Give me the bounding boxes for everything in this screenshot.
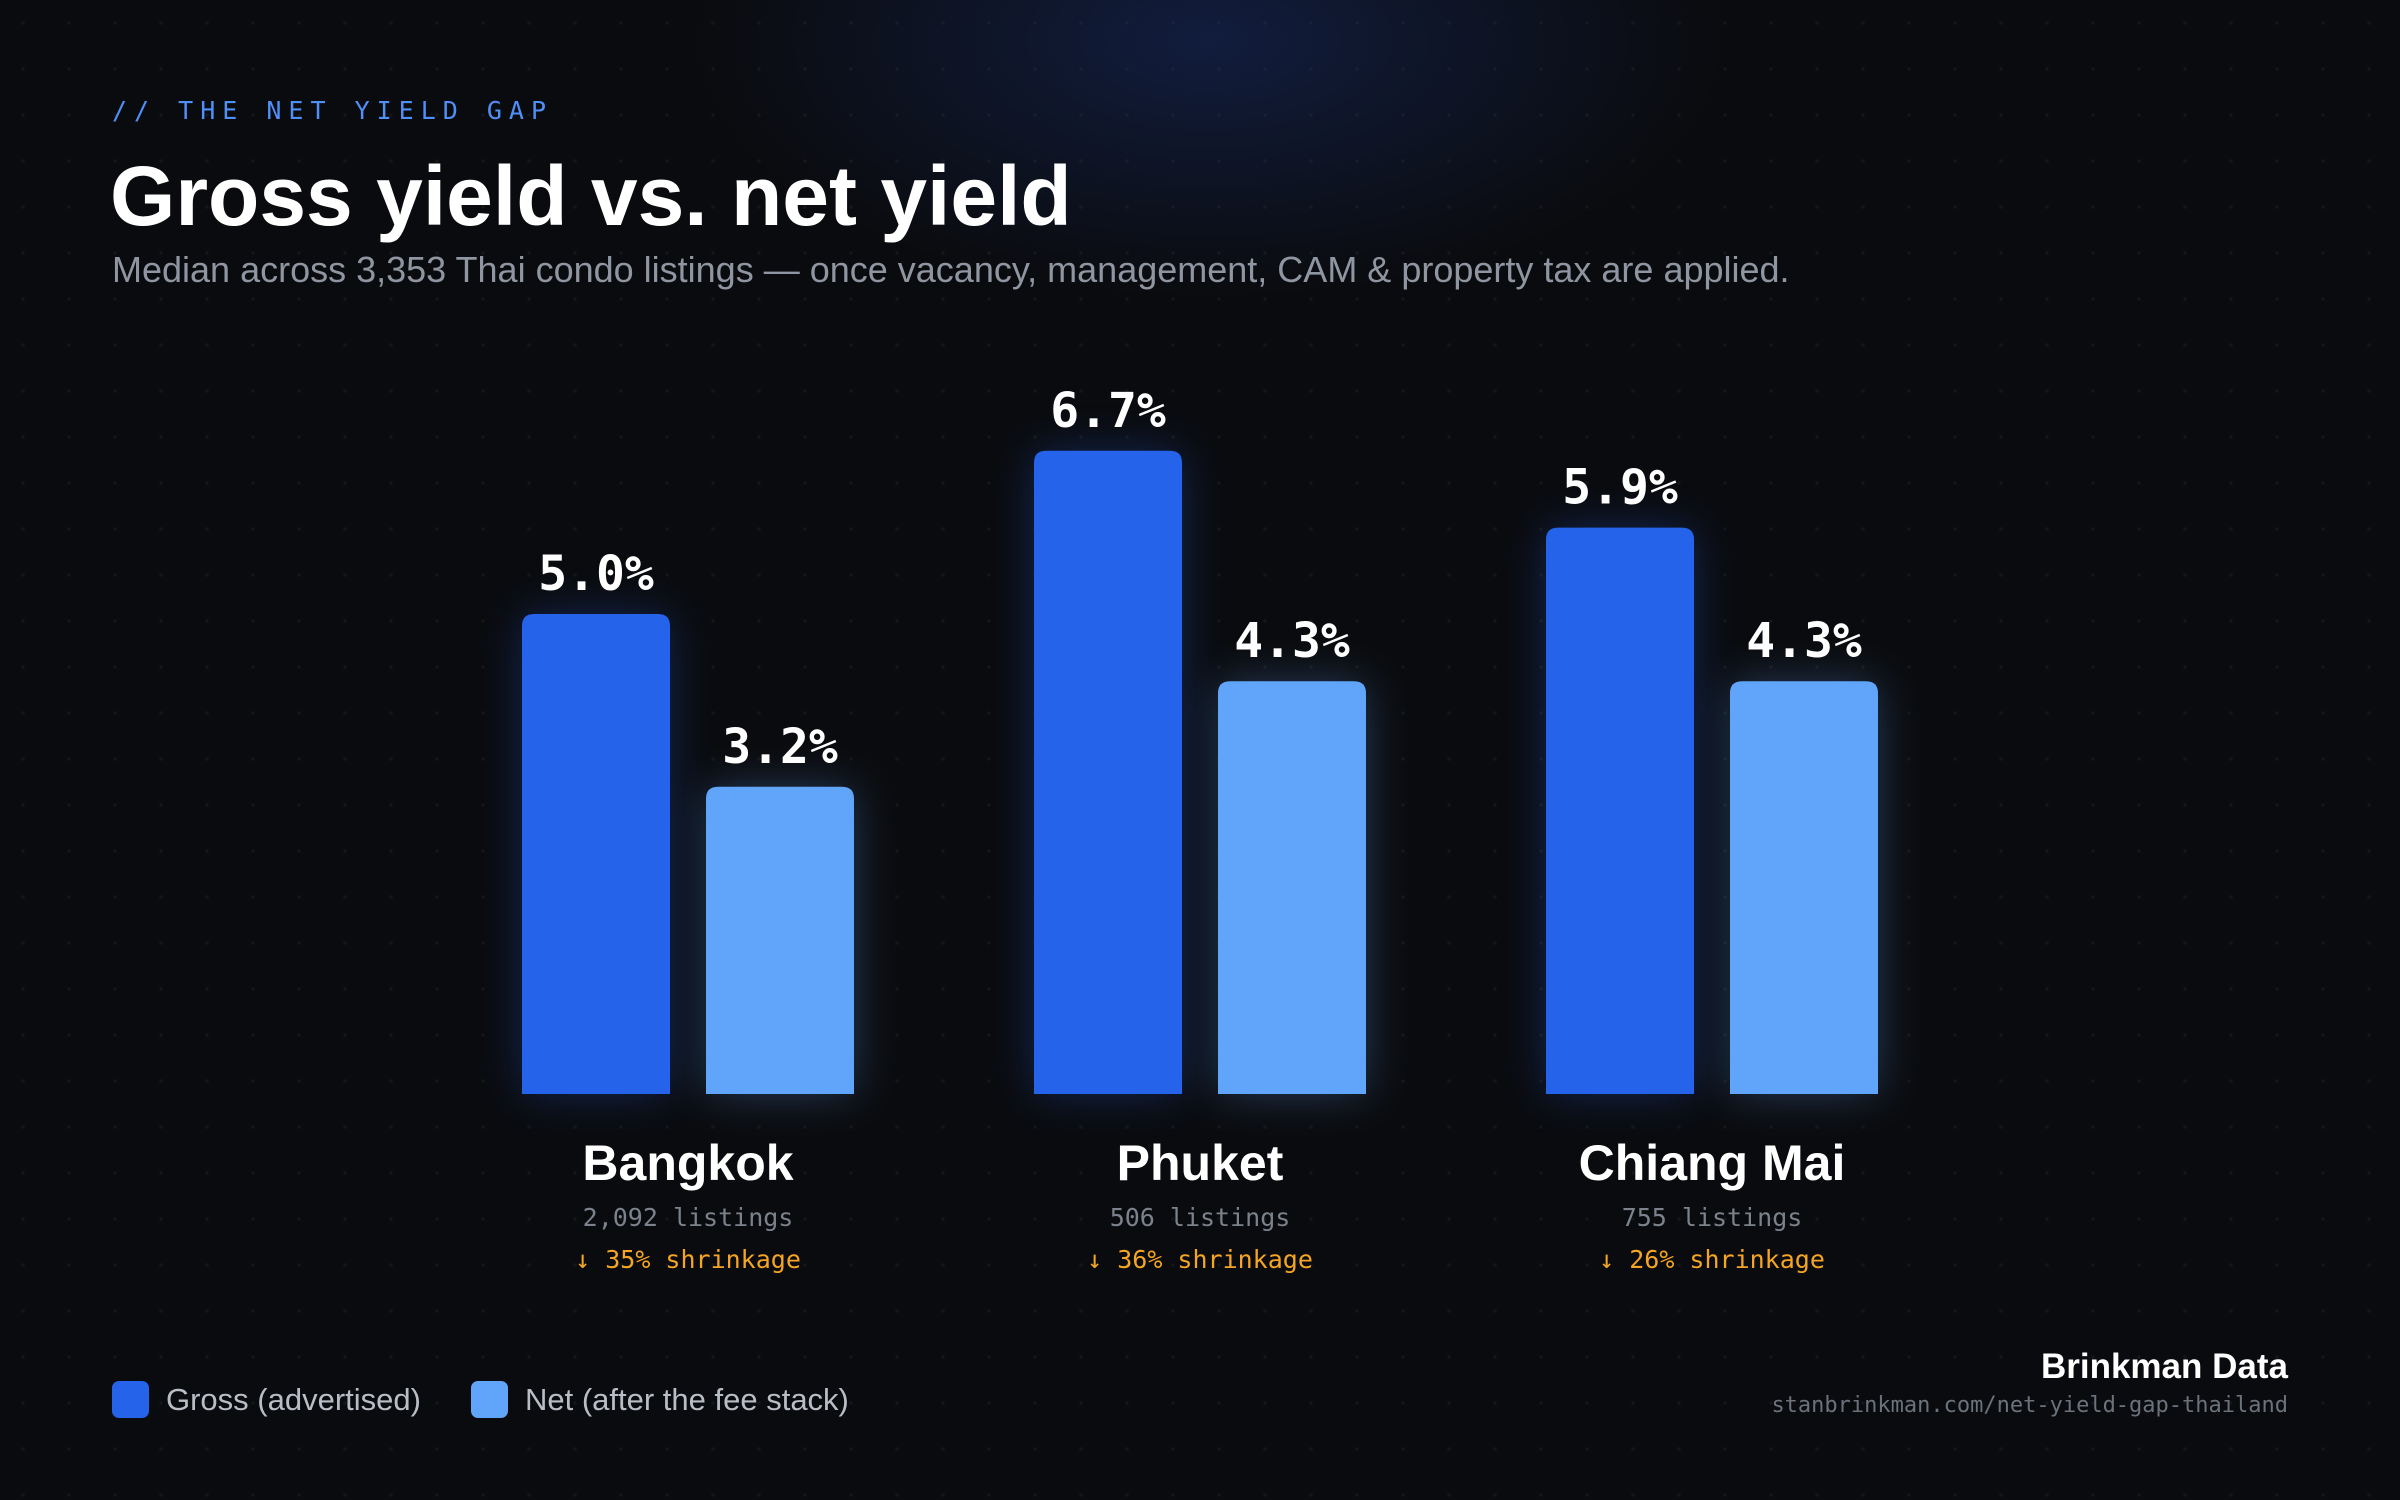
- chart-title: Gross yield vs. net yield: [110, 149, 1072, 243]
- listings-count-chiang-mai: 755 listings: [1622, 1203, 1803, 1232]
- legend-label-net: Net (after the fee stack): [524, 1381, 849, 1417]
- legend-label-gross: Gross (advertised): [166, 1381, 421, 1417]
- brand-url: stanbrinkman.com/net-yield-gap-thailand: [1771, 1393, 2288, 1418]
- legend-item-gross: Gross (advertised): [112, 1381, 421, 1418]
- brand-name: Brinkman Data: [2040, 1347, 2288, 1386]
- category-label-bangkok: Bangkok: [582, 1135, 793, 1191]
- value-label-net-phuket: 4.3%: [1234, 613, 1350, 669]
- category-label-phuket: Phuket: [1117, 1135, 1284, 1191]
- bar-net-chiang-mai: [1730, 681, 1878, 1094]
- value-label-gross-chiang-mai: 5.9%: [1562, 460, 1678, 516]
- legend-item-net: Net (after the fee stack): [470, 1381, 849, 1418]
- chart-legend: Gross (advertised) Net (after the fee st…: [112, 1381, 899, 1418]
- value-label-gross-bangkok: 5.0%: [538, 546, 654, 602]
- chart-kicker: // THE NET YIELD GAP: [112, 96, 554, 125]
- bar-gross-bangkok: [522, 614, 670, 1094]
- brand-block: Brinkman Data stanbrinkman.com/net-yield…: [1771, 1347, 2288, 1418]
- shrinkage-label-chiang-mai: ↓ 26% shrinkage: [1599, 1245, 1825, 1274]
- shrinkage-label-bangkok: ↓ 35% shrinkage: [575, 1245, 801, 1274]
- legend-swatch-net: [470, 1381, 508, 1418]
- value-label-net-bangkok: 3.2%: [722, 719, 838, 775]
- value-label-net-chiang-mai: 4.3%: [1746, 613, 1862, 669]
- legend-swatch-gross: [112, 1381, 149, 1418]
- chart-subtitle: Median across 3,353 Thai condo listings …: [112, 249, 1790, 290]
- listings-count-bangkok: 2,092 listings: [583, 1203, 794, 1232]
- listings-count-phuket: 506 listings: [1110, 1203, 1291, 1232]
- bar-gross-chiang-mai: [1546, 527, 1694, 1094]
- shrinkage-label-phuket: ↓ 36% shrinkage: [1087, 1245, 1313, 1274]
- value-label-gross-phuket: 6.7%: [1050, 383, 1166, 439]
- bar-net-phuket: [1218, 681, 1366, 1094]
- category-label-chiang-mai: Chiang Mai: [1579, 1135, 1846, 1191]
- bar-net-bangkok: [706, 786, 854, 1094]
- bar-gross-phuket: [1034, 450, 1182, 1094]
